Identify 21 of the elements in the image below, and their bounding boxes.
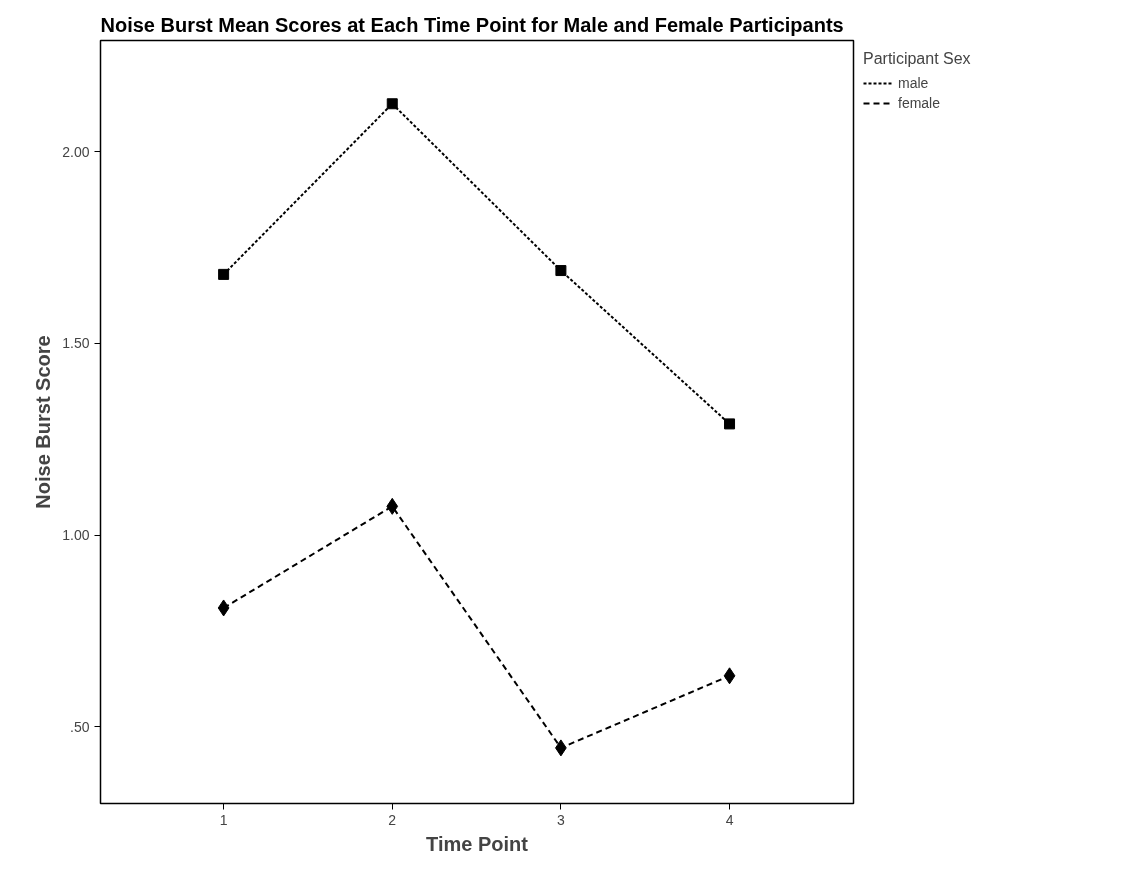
point: [723, 667, 736, 685]
point: [217, 599, 230, 617]
legend-label: female: [898, 95, 941, 111]
chart-title: Noise Burst Mean Scores at Each Time Point for Male and Female Participants: [100, 13, 844, 36]
point: [386, 98, 398, 110]
y-tick-label: 2.00: [62, 143, 90, 160]
x-tick-label: 3: [557, 811, 566, 828]
x-tick-label: 2: [388, 811, 397, 828]
point: [555, 265, 567, 277]
legend-label: male: [898, 75, 929, 91]
y-axis-title: Noise Burst Score: [32, 335, 55, 509]
x-tick-label: 4: [725, 811, 734, 828]
point: [724, 418, 736, 430]
y-tick-label: 1.00: [62, 527, 90, 544]
point: [218, 268, 230, 280]
y-tick-label: .50: [70, 718, 90, 735]
y-tick-label: 1.50: [62, 335, 90, 352]
point: [386, 497, 399, 515]
x-tick-label: 1: [219, 811, 228, 828]
legend-title: Participant Sex: [863, 50, 971, 68]
x-axis-title: Time Point: [426, 832, 529, 855]
